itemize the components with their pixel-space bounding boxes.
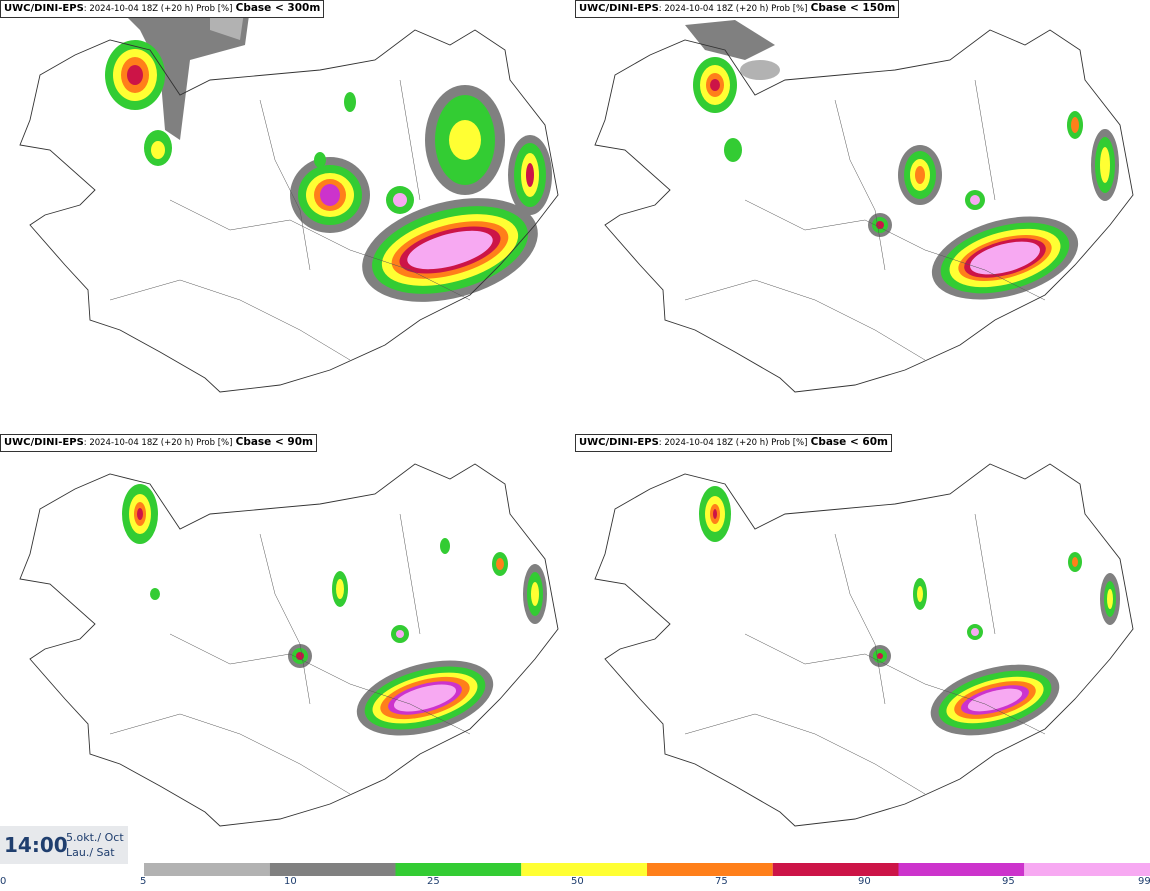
color-legend [144, 863, 1150, 876]
iceland-map [19, 5, 559, 393]
legend-tick-label: 5 [140, 876, 147, 887]
coastline [19, 463, 559, 827]
panel-title: UWC/DINI-EPS: 2024-10-04 18Z (+20 h) Pro… [0, 434, 317, 452]
coastline [594, 463, 1134, 827]
legend-swatch [898, 863, 1025, 876]
model-name: UWC/DINI-EPS [579, 3, 659, 14]
legend-tick-label: 0 [0, 876, 7, 887]
coastline [594, 29, 1134, 393]
variable-label: Cbase < 90m [235, 436, 313, 448]
variable-label: Cbase < 150m [810, 2, 896, 14]
iceland-map [594, 20, 1134, 393]
valid-weekday: Lau./ Sat [66, 846, 115, 859]
iceland-map [594, 463, 1134, 827]
variable-label: Cbase < 60m [810, 436, 888, 448]
map-panel-150m: UWC/DINI-EPS: 2024-10-04 18Z (+20 h) Pro… [575, 0, 1150, 438]
legend-tick-label: 25 [427, 876, 440, 887]
legend-tick-label: 90 [858, 876, 871, 887]
legend-swatch [269, 863, 396, 876]
shading [699, 486, 1120, 736]
valid-time-box: 14:00 5.okt./ Oct Lau./ Sat [0, 826, 128, 864]
map-panel-300m: UWC/DINI-EPS: 2024-10-04 18Z (+20 h) Pro… [0, 0, 575, 438]
map-panel-90m: UWC/DINI-EPS: 2024-10-04 18Z (+20 h) Pro… [0, 434, 575, 872]
legend-swatch [772, 863, 899, 876]
panel-title: UWC/DINI-EPS: 2024-10-04 18Z (+20 h) Pro… [0, 0, 325, 18]
run-info: : 2024-10-04 18Z (+20 h) Prob [%] [83, 438, 233, 448]
panel-title: UWC/DINI-EPS: 2024-10-04 18Z (+20 h) Pro… [575, 434, 892, 452]
legend-tick-label: 95 [1002, 876, 1015, 887]
legend-tick-label: 50 [571, 876, 584, 887]
variable-label: Cbase < 300m [235, 2, 321, 14]
iceland-map [19, 463, 559, 827]
model-name: UWC/DINI-EPS [579, 437, 659, 448]
valid-date: 5.okt./ Oct [66, 831, 124, 844]
run-info: : 2024-10-04 18Z (+20 h) Prob [%] [83, 4, 233, 14]
legend-swatch [521, 863, 647, 876]
run-info: : 2024-10-04 18Z (+20 h) Prob [%] [658, 4, 808, 14]
legend-swatch [395, 863, 522, 876]
model-name: UWC/DINI-EPS [4, 437, 84, 448]
legend-swatch [647, 863, 773, 876]
legend-swatch [144, 863, 270, 876]
legend-tick-label: 10 [284, 876, 297, 887]
legend-tick-label: 75 [715, 876, 728, 887]
shading [122, 484, 547, 736]
shading [685, 20, 1119, 300]
coastline [19, 29, 559, 393]
valid-hour: 14:00 [4, 833, 68, 857]
map-panel-60m: UWC/DINI-EPS: 2024-10-04 18Z (+20 h) Pro… [575, 434, 1150, 872]
legend-swatch [1024, 863, 1150, 876]
panel-title: UWC/DINI-EPS: 2024-10-04 18Z (+20 h) Pro… [575, 0, 900, 18]
shading [105, 5, 552, 302]
run-info: : 2024-10-04 18Z (+20 h) Prob [%] [658, 438, 808, 448]
legend-tick-label: 99 [1138, 876, 1150, 887]
model-name: UWC/DINI-EPS [4, 3, 84, 14]
